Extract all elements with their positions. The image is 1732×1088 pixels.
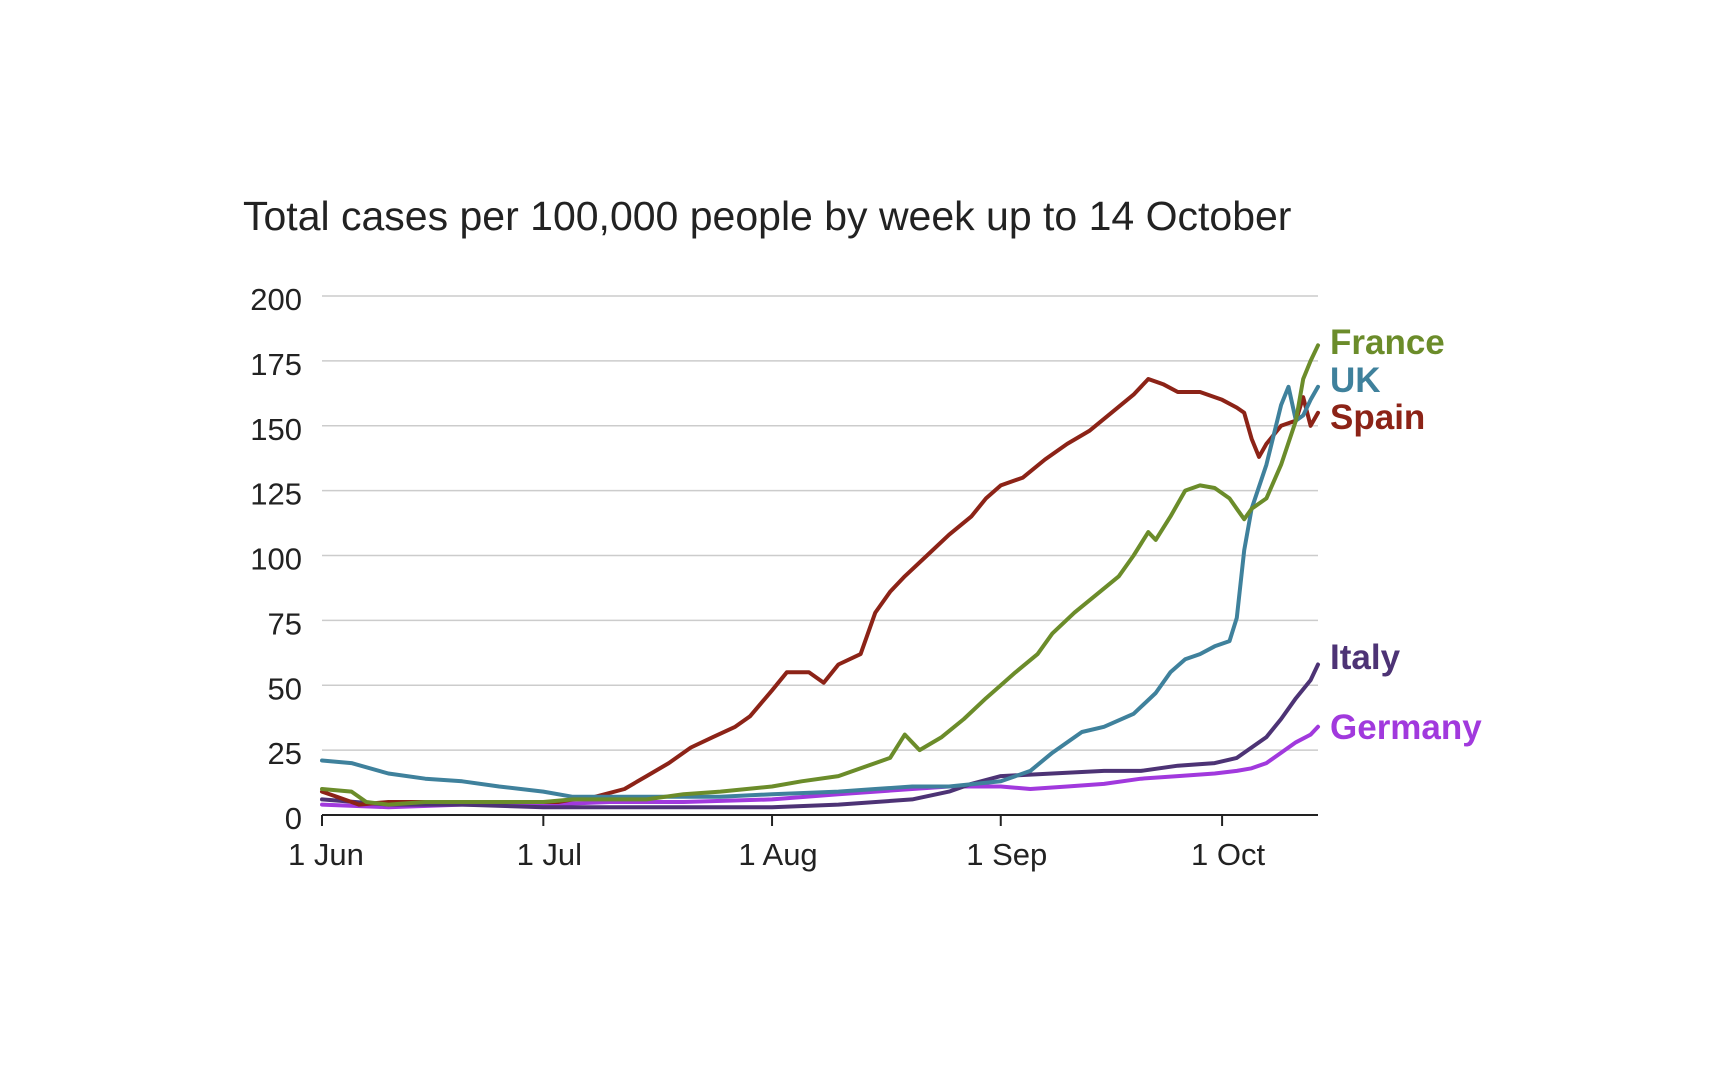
y-tick-label: 75 — [268, 606, 302, 641]
y-tick-label: 175 — [250, 347, 302, 382]
series-label-italy: Italy — [1330, 638, 1401, 677]
series-label-uk: UK — [1330, 361, 1381, 400]
x-tick-label: 1 Jul — [517, 837, 582, 872]
axes: 0 25 50 75 100 125 150 175 200 1 Jun 1 Jul 1 Aug 1 S… — [250, 282, 1318, 872]
x-tick-label: 1 Sep — [966, 837, 1047, 872]
y-tick-label: 100 — [250, 542, 302, 577]
y-tick-label: 50 — [268, 671, 302, 706]
series-line-spain — [320, 377, 1320, 807]
x-tick-label: 1 Aug — [738, 837, 817, 872]
series-lines — [320, 343, 1320, 810]
series-line-uk — [320, 384, 1320, 799]
chart-title: Total cases per 100,000 people by week u… — [243, 193, 1292, 239]
series-label-spain: Spain — [1330, 398, 1425, 437]
series-line-france — [320, 343, 1320, 807]
y-tick-label: 125 — [250, 477, 302, 512]
y-tick-label: 200 — [250, 282, 302, 317]
x-tick-label: 1 Jun — [288, 837, 364, 872]
y-tick-label: 150 — [250, 412, 302, 447]
gridlines — [322, 295, 1318, 751]
y-tick-label: 25 — [268, 736, 302, 771]
series-line-germany — [320, 724, 1320, 810]
series-label-france: France — [1330, 323, 1445, 362]
series-line-italy — [320, 662, 1320, 810]
y-tick-label: 0 — [285, 801, 302, 836]
x-tick-label: 1 Oct — [1191, 837, 1265, 872]
series-label-germany: Germany — [1330, 708, 1482, 747]
